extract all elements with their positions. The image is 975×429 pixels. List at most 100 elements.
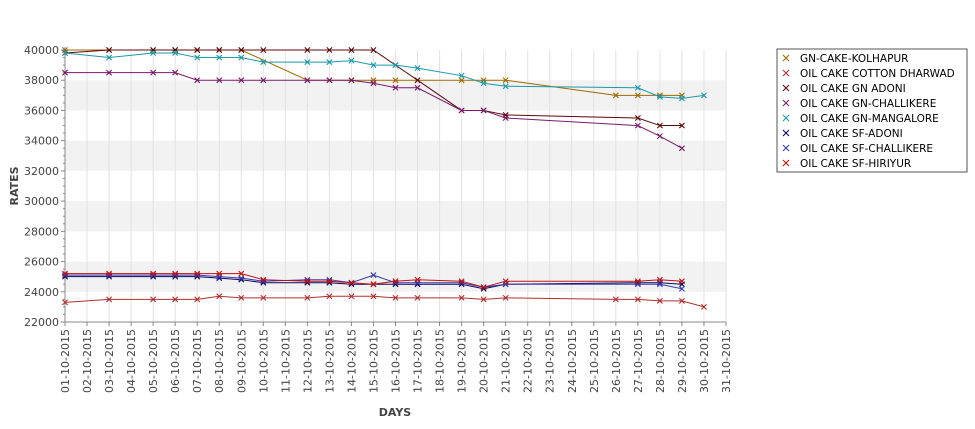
data-point bbox=[260, 276, 267, 283]
series-line bbox=[64, 295, 705, 308]
data-point bbox=[656, 297, 663, 304]
x-tick-label: 04-10-2015 bbox=[125, 329, 138, 393]
data-point bbox=[150, 69, 157, 76]
legend-label: OIL CAKE SF-HIRIYUR bbox=[800, 158, 911, 170]
x-tick-label: 22-10-2015 bbox=[522, 329, 535, 393]
data-point bbox=[348, 47, 355, 53]
data-point bbox=[392, 84, 399, 91]
x-tick-label: 28-10-2015 bbox=[654, 329, 667, 393]
data-point bbox=[502, 83, 509, 90]
data-point bbox=[414, 84, 421, 91]
series-oil-cake-cotton-dharwad bbox=[62, 293, 707, 310]
y-tick-label: 40000 bbox=[24, 44, 59, 57]
data-point bbox=[194, 296, 201, 303]
data-point bbox=[106, 296, 113, 303]
series-line bbox=[65, 273, 682, 288]
data-point bbox=[370, 62, 377, 69]
y-axis-title: RATES bbox=[8, 166, 21, 205]
data-point bbox=[106, 54, 113, 61]
data-point bbox=[62, 270, 68, 277]
y-tick-label: 32000 bbox=[24, 165, 59, 178]
data-point bbox=[480, 107, 487, 114]
series-oil-cake-sf-hiriyur bbox=[62, 270, 685, 291]
data-point bbox=[348, 57, 355, 64]
legend-marker bbox=[782, 114, 790, 122]
x-tick-label: 05-10-2015 bbox=[147, 329, 160, 393]
data-point bbox=[238, 54, 245, 61]
x-tick-label: 24-10-2015 bbox=[566, 329, 579, 393]
data-point bbox=[304, 59, 311, 66]
data-point bbox=[370, 47, 377, 53]
data-point bbox=[348, 279, 355, 286]
data-point bbox=[194, 270, 201, 277]
data-point bbox=[172, 69, 179, 76]
data-point bbox=[392, 294, 399, 301]
legend-label: OIL CAKE GN-MANGALORE bbox=[800, 113, 939, 125]
data-point bbox=[106, 270, 113, 277]
legend-box bbox=[776, 48, 968, 173]
data-point bbox=[326, 47, 333, 53]
legend-label: OIL CAKE GN ADONI bbox=[800, 83, 906, 95]
data-point bbox=[194, 54, 201, 61]
x-tick-label: 15-10-2015 bbox=[367, 329, 380, 393]
data-point bbox=[414, 77, 421, 84]
y-tick-label: 34000 bbox=[24, 135, 59, 148]
data-point bbox=[194, 47, 201, 53]
data-point bbox=[414, 276, 421, 283]
data-point bbox=[216, 293, 223, 300]
data-point bbox=[150, 270, 157, 277]
data-point bbox=[238, 294, 245, 301]
x-tick-label: 18-10-2015 bbox=[434, 329, 447, 393]
data-point bbox=[502, 294, 509, 301]
y-tick-labels: 22000 24000 26000 28000 30000 32000 34000 36000… bbox=[24, 44, 59, 329]
data-point bbox=[656, 93, 663, 100]
data-point bbox=[370, 80, 377, 87]
data-point bbox=[656, 281, 663, 288]
data-point bbox=[260, 77, 267, 84]
x-tick-label: 17-10-2015 bbox=[412, 329, 425, 393]
x-tick-label: 08-10-2015 bbox=[213, 329, 226, 393]
x-tick-label: 14-10-2015 bbox=[345, 329, 358, 393]
legend-marker bbox=[782, 69, 790, 77]
data-point bbox=[700, 303, 707, 310]
x-tick-label: 21-10-2015 bbox=[500, 329, 513, 393]
data-point bbox=[304, 294, 311, 301]
data-point bbox=[656, 276, 663, 283]
data-point bbox=[216, 77, 223, 84]
x-tick-label: 25-10-2015 bbox=[588, 329, 601, 393]
data-point bbox=[370, 293, 377, 300]
data-point bbox=[458, 294, 465, 301]
y-tick-label: 26000 bbox=[24, 256, 59, 269]
legend-label: OIL CAKE COTTON DHARWAD bbox=[800, 68, 955, 80]
y-tick-label: 22000 bbox=[24, 316, 59, 329]
data-point bbox=[216, 47, 223, 53]
x-tick-label: 29-10-2015 bbox=[676, 329, 689, 393]
series-oil-cake-gn-mangalore bbox=[62, 50, 707, 102]
data-point bbox=[194, 77, 201, 84]
data-point bbox=[348, 77, 355, 84]
data-point bbox=[216, 270, 223, 277]
x-tick-label: 13-10-2015 bbox=[323, 329, 336, 393]
data-point bbox=[502, 77, 509, 84]
x-tick-label: 11-10-2015 bbox=[279, 329, 292, 393]
legend-label: GN-CAKE-KOLHAPUR bbox=[800, 53, 908, 65]
x-tick-label: 10-10-2015 bbox=[257, 329, 270, 393]
legend-marker bbox=[782, 84, 790, 92]
data-point bbox=[370, 272, 377, 279]
data-point bbox=[392, 62, 399, 69]
legend: GN-CAKE-KOLHAPUR OIL CAKE COTTON DHARWAD O… bbox=[776, 48, 968, 173]
data-point bbox=[458, 72, 465, 79]
data-point bbox=[634, 296, 641, 303]
data-point bbox=[62, 50, 68, 57]
x-tick-label: 19-10-2015 bbox=[456, 329, 469, 393]
data-point bbox=[700, 92, 707, 99]
data-point bbox=[260, 59, 267, 66]
data-point bbox=[106, 69, 113, 76]
data-point bbox=[304, 278, 311, 285]
data-point bbox=[370, 281, 377, 288]
data-point bbox=[502, 115, 509, 121]
x-tick-label: 26-10-2015 bbox=[610, 329, 623, 393]
data-point bbox=[326, 77, 333, 84]
series-line bbox=[64, 49, 682, 127]
